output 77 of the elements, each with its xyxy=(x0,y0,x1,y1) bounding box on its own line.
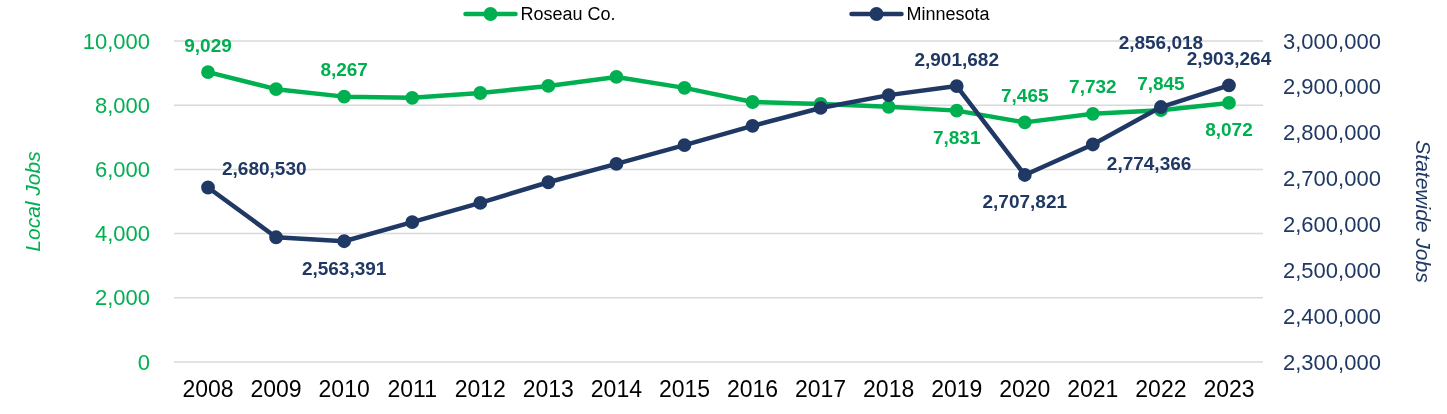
point xyxy=(1017,115,1032,130)
point xyxy=(405,215,420,230)
point xyxy=(269,230,283,245)
point xyxy=(1017,168,1032,182)
point xyxy=(337,89,352,104)
legend-label: Roseau Co. xyxy=(520,4,616,24)
y-tick-label: 4,000 xyxy=(94,221,150,247)
y2-tick-label: 2,300,000 xyxy=(1283,349,1381,375)
point xyxy=(1085,106,1100,121)
data-label: 7,465 xyxy=(1001,84,1049,106)
y2-tick-label: 2,700,000 xyxy=(1283,166,1381,192)
y-tick-label: 10,000 xyxy=(82,28,150,54)
x-tick-label: 2019 xyxy=(931,376,983,402)
x-tick-label: 2022 xyxy=(1135,376,1187,402)
point xyxy=(677,138,692,152)
x-tick-label: 2013 xyxy=(522,376,574,402)
point xyxy=(813,101,828,115)
point xyxy=(881,88,896,103)
data-label: 7,831 xyxy=(932,127,981,149)
point xyxy=(609,70,624,84)
point xyxy=(473,195,488,210)
y2-tick-label: 2,500,000 xyxy=(1283,257,1381,283)
y2-tick-label: 2,900,000 xyxy=(1283,74,1381,100)
point xyxy=(1154,100,1168,114)
x-tick-label: 2018 xyxy=(863,376,915,402)
y-axis-title: Local Jobs xyxy=(20,150,44,252)
point xyxy=(949,103,964,118)
point xyxy=(541,175,556,190)
data-label: 7,732 xyxy=(1069,76,1117,98)
x-tick-label: 2008 xyxy=(182,376,234,402)
y2-tick-label: 2,800,000 xyxy=(1283,120,1381,146)
data-label: 2,563,391 xyxy=(301,257,387,279)
x-tick-label: 2023 xyxy=(1203,376,1255,402)
data-label: 2,901,682 xyxy=(914,48,999,70)
point xyxy=(677,80,692,95)
x-tick-label: 2017 xyxy=(795,376,847,402)
y-tick-label: 0 xyxy=(137,349,150,375)
data-label: 2,774,366 xyxy=(1106,152,1192,174)
point xyxy=(1222,78,1236,93)
x-tick-label: 2011 xyxy=(387,376,437,402)
point xyxy=(405,90,420,105)
x-tick-label: 2009 xyxy=(250,376,302,402)
point xyxy=(269,82,283,97)
y-tick-label: 8,000 xyxy=(94,92,150,118)
point xyxy=(609,157,624,171)
y2-tick-label: 2,600,000 xyxy=(1283,211,1381,237)
point xyxy=(473,86,488,100)
point xyxy=(541,79,556,93)
data-label: 7,845 xyxy=(1137,72,1186,94)
point xyxy=(881,99,896,114)
y2-tick-label: 2,400,000 xyxy=(1283,303,1381,329)
y2-axis-title: Statewide Jobs xyxy=(1412,140,1436,284)
x-tick-label: 2021 xyxy=(1067,376,1119,402)
data-label: 9,029 xyxy=(184,34,232,56)
legend-label: Minnesota xyxy=(906,4,991,24)
data-label: 8,072 xyxy=(1205,119,1253,141)
x-tick-label: 2020 xyxy=(999,376,1051,402)
point xyxy=(201,65,215,80)
data-label: 8,267 xyxy=(320,59,368,81)
y-tick-label: 2,000 xyxy=(94,285,150,311)
point xyxy=(201,180,215,195)
x-tick-label: 2016 xyxy=(726,376,779,402)
point xyxy=(745,118,760,133)
y-tick-label: 6,000 xyxy=(94,156,150,182)
data-label: 2,707,821 xyxy=(982,191,1068,213)
point xyxy=(1222,95,1236,110)
x-tick-label: 2012 xyxy=(454,376,506,402)
x-tick-label: 2015 xyxy=(658,376,711,402)
y2-tick-label: 3,000,000 xyxy=(1283,28,1381,54)
point xyxy=(1085,137,1100,152)
x-tick-label: 2010 xyxy=(318,376,370,402)
point xyxy=(745,95,760,109)
data-label: 2,856,018 xyxy=(1118,31,1204,53)
x-tick-label: 2014 xyxy=(590,376,643,402)
point xyxy=(949,79,964,93)
data-label: 2,680,530 xyxy=(222,158,307,180)
point xyxy=(337,234,352,249)
